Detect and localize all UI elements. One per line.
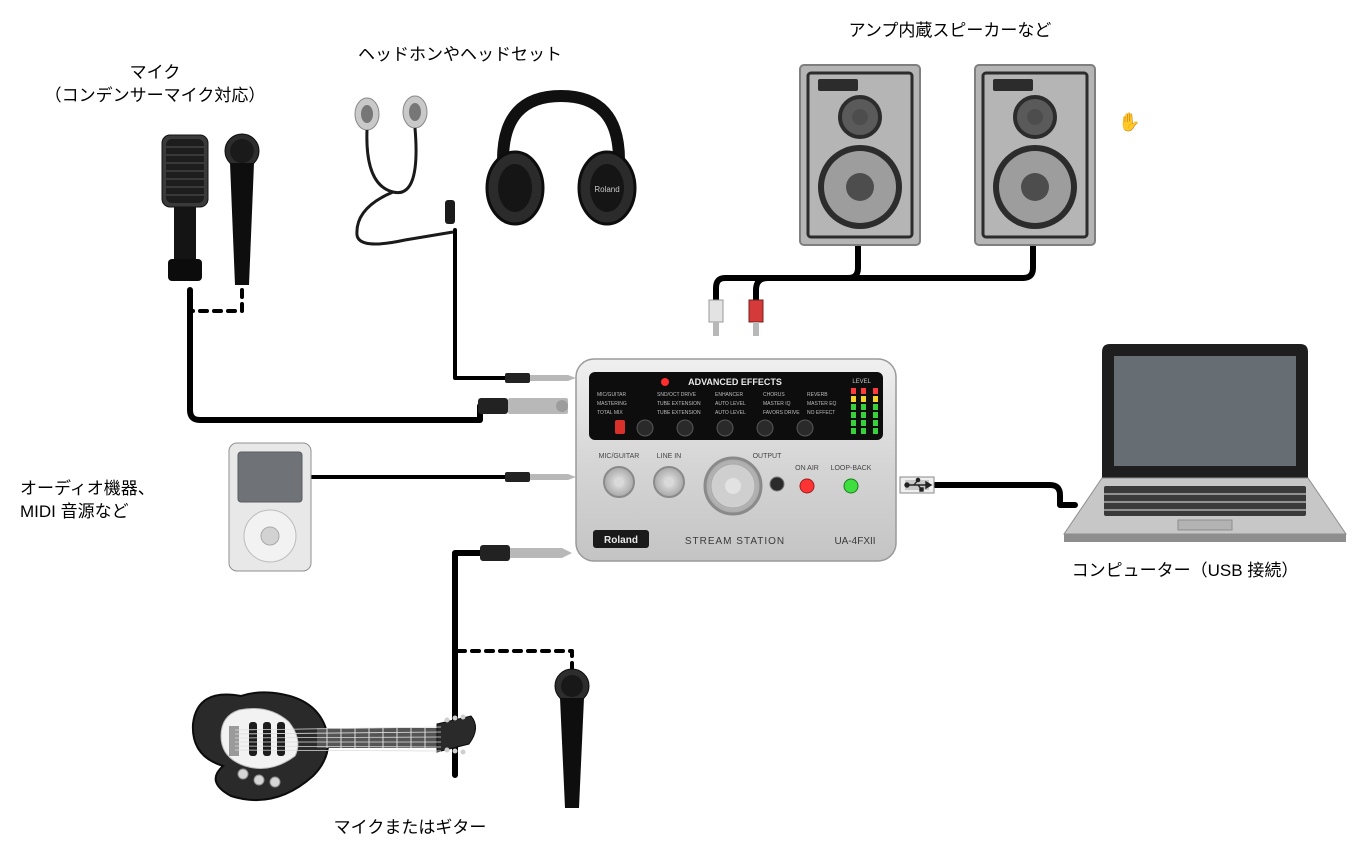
- plug-usb: [900, 477, 934, 493]
- headphones-icon: Roland: [487, 96, 635, 224]
- svg-text:SND/OCT DRIVE: SND/OCT DRIVE: [657, 392, 697, 398]
- lbl-mic-guitar: MIC/GUITAR: [599, 453, 640, 460]
- svg-text:TOTAL MIX: TOTAL MIX: [597, 410, 623, 416]
- svg-text:MIC/GUITAR: MIC/GUITAR: [597, 392, 626, 398]
- guitar-icon: [185, 670, 475, 810]
- mic-condenser-icon: [162, 135, 208, 281]
- lbl-loop-back: LOOP-BACK: [831, 465, 872, 472]
- ipod-device: [228, 442, 314, 574]
- svg-text:REVERB: REVERB: [807, 392, 828, 398]
- svg-text:AUTO LEVEL: AUTO LEVEL: [715, 410, 746, 416]
- audio-interface: ADVANCED EFFECTS LEVEL MIC/GUITAR SND/OCT…: [575, 358, 897, 562]
- headphones-group: Roland: [345, 90, 645, 260]
- svg-text:FAVORS DRIVE: FAVORS DRIVE: [763, 410, 800, 416]
- earbuds-icon: [355, 96, 455, 244]
- cursor-hand-icon: ✋: [1118, 112, 1140, 133]
- speaker-right-icon: [975, 65, 1095, 245]
- speaker-left-icon: [800, 65, 920, 245]
- svg-text:AUTO LEVEL: AUTO LEVEL: [715, 401, 746, 407]
- mic-dynamic-icon: [225, 134, 259, 285]
- svg-text:ENHANCER: ENHANCER: [715, 392, 743, 398]
- plug-xlr: [478, 398, 568, 414]
- svg-text:LEVEL: LEVEL: [852, 379, 871, 385]
- plug-rca-white: [709, 300, 723, 336]
- svg-text:TUBE EXTENSION: TUBE EXTENSION: [657, 410, 701, 416]
- plug-35-audio: [505, 472, 576, 482]
- lbl-line-in: LINE IN: [657, 453, 682, 460]
- plug-35-headphone: [505, 373, 576, 383]
- svg-text:CHORUS: CHORUS: [763, 392, 785, 398]
- panel-title: ADVANCED EFFECTS: [688, 377, 782, 387]
- plug-rca-red: [749, 300, 763, 336]
- svg-text:MASTER EQ: MASTER EQ: [807, 401, 837, 407]
- svg-text:TUBE EXTENSION: TUBE EXTENSION: [657, 401, 701, 407]
- speakers-group: [800, 65, 1100, 255]
- laptop-icon: [1050, 338, 1350, 548]
- lbl-output: OUTPUT: [753, 453, 783, 460]
- mic-bottom-icon: [552, 668, 592, 813]
- svg-text:Roland: Roland: [594, 185, 619, 194]
- plug-63-guitar: [480, 545, 572, 561]
- mic-group: [150, 135, 280, 315]
- led-on-air: [800, 479, 814, 493]
- svg-text:MASTER IQ: MASTER IQ: [763, 401, 791, 407]
- diagram-stage: マイク （コンデンサーマイク対応） ヘッドホンやヘッドセット アンプ内蔵スピーカ…: [0, 0, 1358, 858]
- interface-model1: STREAM STATION: [685, 536, 785, 547]
- interface-brand: Roland: [604, 535, 638, 546]
- interface-model2: UA-4FXII: [834, 536, 875, 547]
- lbl-on-air: ON AIR: [795, 465, 819, 472]
- svg-text:NO EFFECT: NO EFFECT: [807, 410, 835, 416]
- led-loop-back: [844, 479, 858, 493]
- svg-text:MASTERING: MASTERING: [597, 401, 627, 407]
